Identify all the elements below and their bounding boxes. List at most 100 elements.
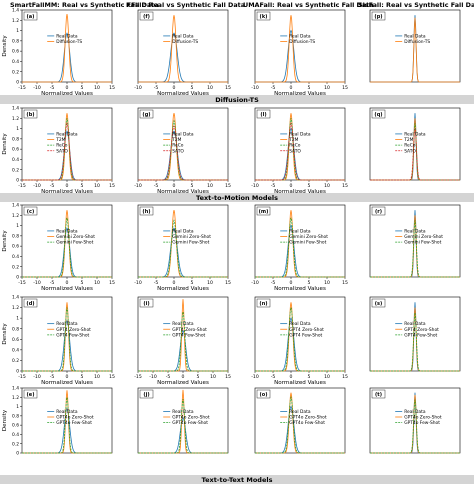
- panel-tag-box: [23, 109, 38, 119]
- legend-label: GPT4o Few-Shot: [289, 420, 325, 426]
- panel-tag: (o): [259, 392, 267, 398]
- legend-label: Gemini Few-Shot: [289, 240, 326, 246]
- panel-tag: (t): [375, 392, 382, 398]
- plot-frame: [137, 387, 229, 454]
- x-tick-label: 5: [197, 374, 200, 380]
- x-tick-label: 15: [109, 183, 115, 189]
- y-axis-label: Density: [2, 35, 8, 57]
- series-line: [370, 399, 460, 454]
- y-tick-label: 0: [16, 275, 19, 281]
- x-axis-label: Normalized Values: [41, 286, 93, 292]
- legend-label: Real Data: [56, 321, 78, 327]
- x-tick-label: 15: [109, 85, 115, 91]
- plot-frame: [254, 296, 346, 372]
- x-tick-label: -5: [50, 183, 55, 189]
- x-tick-label: 5: [81, 85, 84, 91]
- x-tick-label: 0: [173, 183, 176, 189]
- x-tick-label: 0: [66, 183, 69, 189]
- y-tick-label: 0.8: [12, 326, 19, 332]
- legend-label: Gemini Few-Shot: [172, 240, 209, 246]
- plot-frame: [137, 9, 229, 83]
- series-line: [22, 122, 112, 181]
- legend-label: GPT4 Few-Shot: [56, 332, 89, 338]
- legend-label: T2M: [403, 137, 413, 143]
- plot-frame: [254, 9, 346, 83]
- section-band: [0, 193, 474, 202]
- x-tick-label: 5: [191, 183, 194, 189]
- legend-label: Real Data: [289, 321, 311, 327]
- panel-tag: (q): [374, 112, 382, 118]
- x-tick-label: -15: [18, 374, 26, 380]
- column-title: KFall: Real vs Synthetic Fall Data: [126, 1, 245, 9]
- legend-label: ReCo: [172, 143, 184, 149]
- legend-label: SATO: [289, 148, 301, 154]
- x-tick-label: 15: [225, 280, 231, 286]
- legend-label: SATO: [172, 148, 184, 154]
- y-tick-label: 0: [16, 80, 19, 86]
- x-tick-label: 0: [66, 280, 69, 286]
- x-tick-label: -5: [271, 85, 276, 91]
- y-tick-label: 0.4: [12, 347, 19, 353]
- panel-tag: (e): [27, 392, 35, 398]
- x-tick-label: -5: [271, 280, 276, 286]
- x-tick-label: 10: [94, 85, 100, 91]
- plot-frame: [254, 387, 346, 454]
- x-axis-label: Normalized Values: [157, 380, 209, 386]
- legend-label: GPT4 Zero-Shot: [289, 327, 324, 333]
- panel-tag-box: [256, 206, 271, 216]
- y-tick-label: 0.8: [12, 233, 19, 239]
- x-tick-label: -10: [251, 280, 259, 286]
- x-tick-label: 5: [191, 280, 194, 286]
- x-tick-label: -10: [134, 183, 142, 189]
- y-tick-label: 1.4: [12, 8, 19, 14]
- series-line: [138, 399, 228, 454]
- legend-label: ReCo: [404, 143, 416, 149]
- legend-label: Gemini Few-Shot: [404, 240, 441, 246]
- panel-tag: (j): [143, 392, 149, 398]
- x-tick-label: 10: [324, 280, 330, 286]
- legend-label: Gemini Zero-Shot: [404, 234, 443, 240]
- panel-tag: (b): [26, 112, 34, 118]
- panel-tag-box: [371, 389, 386, 399]
- legend-label: SATO: [404, 148, 416, 154]
- legend-label: GPT4 Zero-Shot: [404, 327, 439, 333]
- legend-label: Diffusion-TS: [404, 39, 430, 45]
- x-tick-label: 0: [182, 374, 185, 380]
- legend-label: GPT4 Zero-Shot: [56, 327, 91, 333]
- legend-label: Real Data: [289, 34, 311, 40]
- y-tick-label: 0.2: [12, 441, 19, 447]
- y-tick-label: 0.8: [12, 38, 19, 44]
- panel-tag-box: [139, 109, 154, 119]
- x-tick-label: -5: [50, 374, 55, 380]
- legend-label: GPT4 Zero-Shot: [172, 327, 207, 333]
- x-axis-label: Normalized Values: [274, 189, 326, 195]
- panel-tag: (h): [142, 209, 150, 215]
- legend-label: ReCo: [56, 143, 68, 149]
- y-tick-label: 1.2: [12, 18, 19, 24]
- x-axis-label: Normalized Values: [274, 91, 326, 97]
- y-tick-label: 0.4: [12, 254, 19, 260]
- legend-label: GPT4o Zero-Shot: [289, 415, 327, 421]
- column-title: SmartFallMM: Real vs Synthetic Fall Data: [10, 1, 159, 9]
- plot-frame: [137, 296, 229, 372]
- section-label: Text-to-Motion Models: [196, 194, 278, 202]
- y-axis-label: Density: [2, 323, 8, 345]
- legend-label: GPT4o Few-Shot: [56, 420, 92, 426]
- legend-label: Gemini Zero-Shot: [172, 234, 211, 240]
- legend-label: Real Data: [172, 409, 194, 415]
- y-axis-label: Density: [2, 133, 8, 155]
- legend-label: T2M: [171, 137, 181, 143]
- x-axis-label: Normalized Values: [41, 380, 93, 386]
- panel-tag-box: [139, 389, 154, 399]
- legend-label: Real Data: [404, 409, 426, 415]
- x-tick-label: -10: [33, 183, 41, 189]
- legend-label: GPT4 Few-Shot: [172, 332, 205, 338]
- series-line: [255, 122, 345, 181]
- section-band: [0, 475, 474, 484]
- panel-tag: (g): [142, 112, 150, 118]
- panel-tag-box: [139, 11, 154, 21]
- x-axis-label: Normalized Values: [157, 91, 209, 97]
- y-tick-label: 0.6: [12, 244, 19, 250]
- panel-tag-box: [23, 389, 38, 399]
- y-tick-label: 1.2: [12, 305, 19, 311]
